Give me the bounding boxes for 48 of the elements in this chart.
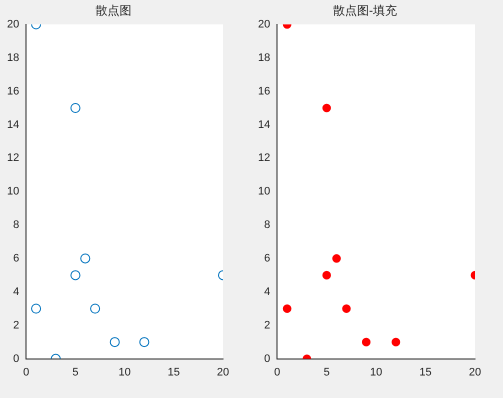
- y-tick-label: 2: [264, 319, 270, 332]
- point: [110, 337, 120, 348]
- y-tick-label: 6: [13, 252, 20, 265]
- x-tick-label: 5: [324, 366, 330, 378]
- x-tick-label: 20: [468, 366, 482, 378]
- y-tick-label: 16: [258, 85, 270, 98]
- y-tick-label: 10: [6, 186, 20, 198]
- point: [322, 104, 331, 112]
- point: [342, 304, 351, 313]
- x-tick-label: 0: [23, 366, 30, 378]
- y-tick-label: 18: [6, 52, 20, 64]
- y-tick-label: 0: [13, 352, 20, 365]
- x-tick-label: 10: [370, 366, 382, 378]
- y-tick-label: 10: [258, 186, 270, 198]
- x-tick-label: 5: [72, 366, 78, 378]
- y-tick-label: 20: [258, 18, 270, 30]
- y-tick-label: 14: [6, 118, 20, 131]
- y-tick-label: 8: [264, 219, 270, 232]
- y-tick-label: 12: [6, 152, 20, 164]
- x-tick-label: 15: [168, 366, 180, 378]
- point: [90, 304, 100, 314]
- y-tick-label: 18: [258, 52, 270, 64]
- y-tick-label: 20: [6, 18, 20, 30]
- x-tick-label: 15: [419, 366, 432, 378]
- point: [139, 337, 150, 348]
- y-tick-label: 14: [258, 118, 270, 131]
- point: [392, 338, 400, 346]
- y-tick-label: 16: [6, 85, 20, 98]
- point: [31, 304, 42, 314]
- y-tick-label: 12: [258, 152, 270, 164]
- y-tick-label: 4: [13, 286, 20, 298]
- y-tick-label: 4: [264, 286, 270, 298]
- point: [322, 270, 331, 280]
- y-tick-label: 2: [13, 319, 20, 332]
- point: [282, 304, 292, 313]
- x-tick-label: 0: [274, 366, 280, 378]
- point: [332, 254, 341, 263]
- y-tick-label: 8: [13, 219, 20, 232]
- chart-title: 散点图-填充: [333, 4, 397, 18]
- y-tick-label: 0: [264, 352, 270, 365]
- chart-title: 散点图: [96, 4, 132, 18]
- point: [80, 253, 90, 264]
- point: [362, 338, 371, 346]
- point: [70, 103, 80, 113]
- x-tick-label: 10: [118, 366, 131, 378]
- point: [70, 270, 80, 280]
- y-tick-label: 6: [264, 252, 270, 265]
- x-tick-label: 20: [216, 366, 230, 378]
